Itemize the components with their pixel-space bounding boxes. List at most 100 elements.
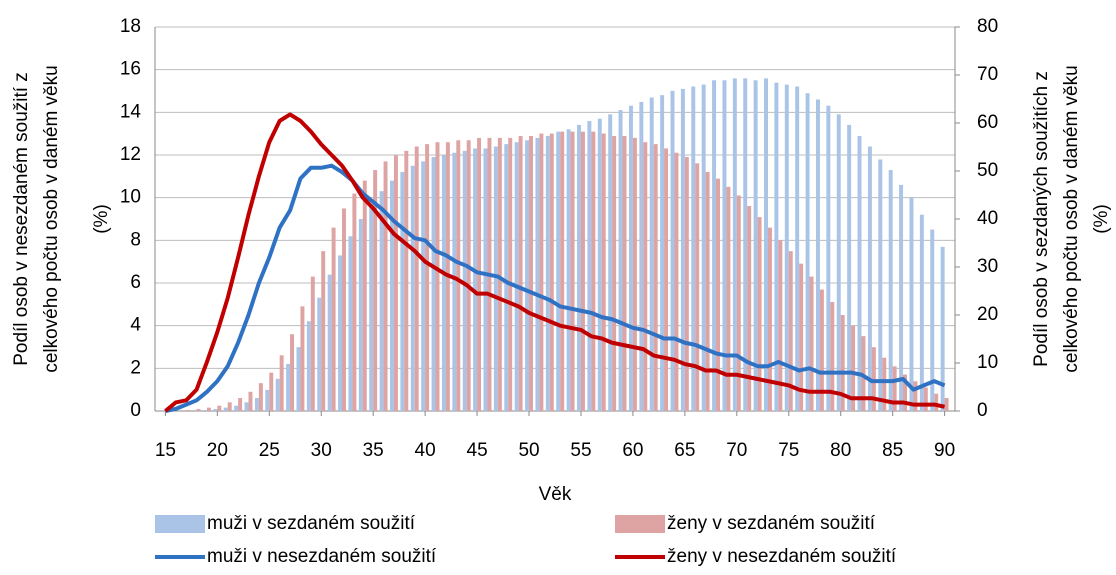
bar bbox=[556, 131, 561, 411]
y-tick-label: 8 bbox=[130, 229, 141, 250]
bar bbox=[393, 155, 398, 411]
bar bbox=[778, 240, 783, 411]
bar bbox=[244, 402, 249, 411]
bar bbox=[223, 407, 228, 411]
y-tick-label: 4 bbox=[130, 315, 141, 336]
bar bbox=[258, 383, 263, 411]
bar bbox=[919, 214, 924, 411]
bar bbox=[265, 389, 270, 411]
x-tick-label: 20 bbox=[207, 440, 228, 461]
bar bbox=[716, 178, 720, 411]
x-tick-label: 30 bbox=[311, 440, 332, 461]
bar bbox=[764, 78, 768, 412]
bar bbox=[830, 302, 835, 411]
bar bbox=[452, 152, 457, 411]
x-axis-label: Věk bbox=[539, 484, 572, 505]
y2-axis-label: (%) bbox=[1091, 204, 1112, 234]
bar bbox=[321, 251, 326, 411]
bar bbox=[903, 374, 907, 411]
y2-tick-label: 0 bbox=[977, 400, 988, 421]
bar bbox=[483, 148, 488, 411]
bar bbox=[238, 398, 243, 411]
line bbox=[164, 163, 946, 413]
y-tick-label: 18 bbox=[120, 16, 141, 37]
bar bbox=[462, 150, 467, 411]
bar bbox=[732, 78, 737, 412]
x-tick-label: 60 bbox=[622, 440, 643, 461]
y-tick-label: 10 bbox=[120, 187, 141, 208]
x-tick-label: 85 bbox=[882, 440, 903, 461]
bar bbox=[217, 405, 222, 411]
bar bbox=[400, 171, 405, 411]
bar bbox=[234, 405, 239, 411]
bar bbox=[317, 297, 322, 411]
bar bbox=[327, 274, 332, 411]
bar bbox=[712, 80, 717, 411]
y-axis-label: celkového počtu osob v daném věku bbox=[41, 65, 62, 372]
bar bbox=[352, 193, 357, 411]
bar bbox=[701, 84, 706, 411]
bar bbox=[390, 180, 394, 411]
bar bbox=[206, 407, 211, 411]
bar bbox=[664, 148, 669, 411]
bar bbox=[493, 146, 498, 411]
bar bbox=[431, 157, 436, 411]
bar bbox=[248, 391, 253, 411]
bar bbox=[882, 357, 887, 411]
y2-tick-label: 30 bbox=[977, 256, 998, 277]
bar bbox=[358, 219, 363, 411]
x-tick-label: 75 bbox=[778, 440, 799, 461]
bar bbox=[549, 133, 554, 411]
bar bbox=[674, 152, 679, 411]
y2-tick-label: 40 bbox=[977, 208, 998, 229]
bar bbox=[545, 135, 550, 411]
x-tick-label: 45 bbox=[467, 440, 488, 461]
bar bbox=[805, 93, 810, 412]
y2-tick-label: 60 bbox=[977, 112, 998, 133]
x-tick-label: 80 bbox=[830, 440, 851, 461]
bar bbox=[888, 170, 893, 411]
bar bbox=[867, 146, 872, 411]
y2-axis-label: Podíl osob v sezdaných soužitích z bbox=[1031, 71, 1052, 367]
y-tick-label: 16 bbox=[120, 59, 141, 80]
y-tick-label: 2 bbox=[130, 357, 141, 378]
bar bbox=[923, 387, 928, 411]
x-tick-label: 50 bbox=[518, 440, 539, 461]
bar bbox=[836, 114, 841, 412]
bar bbox=[799, 263, 804, 411]
bar bbox=[815, 99, 820, 411]
bar bbox=[809, 276, 814, 411]
bar bbox=[861, 336, 866, 411]
bar bbox=[608, 114, 613, 412]
bar bbox=[788, 251, 793, 411]
bar bbox=[892, 366, 897, 411]
bar bbox=[857, 135, 862, 411]
bar bbox=[930, 229, 935, 411]
bar bbox=[342, 208, 346, 411]
bar bbox=[587, 121, 592, 411]
bar bbox=[680, 88, 685, 412]
bar bbox=[753, 80, 758, 411]
bar bbox=[435, 142, 440, 411]
bar bbox=[338, 255, 343, 411]
bar bbox=[296, 347, 301, 411]
bar bbox=[504, 144, 509, 411]
bar bbox=[795, 86, 800, 412]
bar bbox=[913, 381, 918, 411]
bar bbox=[878, 159, 883, 411]
bar bbox=[331, 227, 336, 411]
bar bbox=[535, 137, 540, 411]
bar bbox=[819, 289, 824, 411]
legend-swatch bbox=[155, 515, 205, 533]
x-tick-label: 90 bbox=[934, 440, 955, 461]
bar bbox=[560, 131, 565, 411]
y2-axis-label: celkového počtu osob v daném věku bbox=[1061, 65, 1082, 372]
bar bbox=[743, 78, 748, 412]
bar bbox=[722, 80, 727, 411]
bar bbox=[774, 82, 779, 412]
x-tick-label: 25 bbox=[259, 440, 280, 461]
bar bbox=[275, 378, 280, 411]
bar bbox=[539, 133, 544, 411]
bar bbox=[660, 95, 665, 411]
legend-swatch bbox=[615, 515, 665, 533]
